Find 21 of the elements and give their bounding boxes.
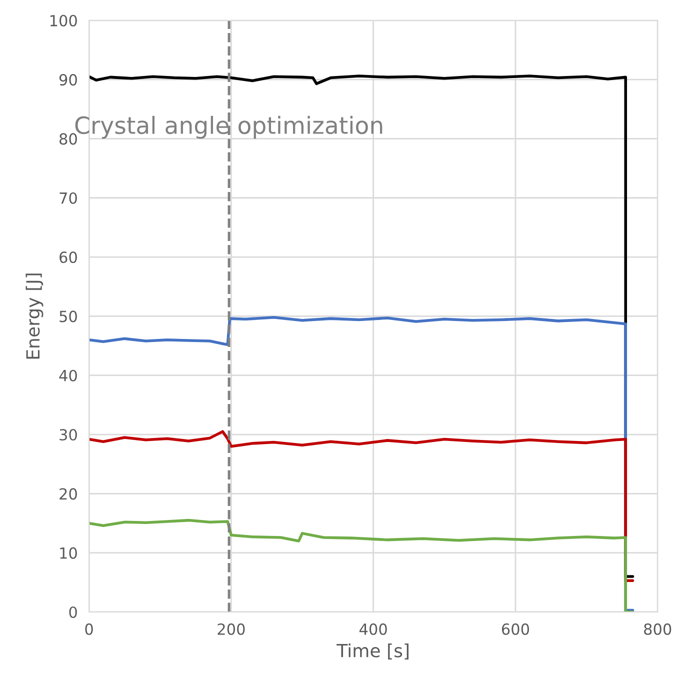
y-tick-label: 80: [60, 133, 77, 145]
ref-line-label: Crystal angle optimization: [75, 116, 382, 139]
y-tick-label: 0: [69, 606, 77, 618]
x-tick-label: 200: [218, 623, 245, 635]
line-series: [89, 518, 634, 612]
x-tick-label: 800: [644, 623, 672, 635]
line-series: [89, 430, 634, 582]
x-tick-label: 400: [359, 623, 387, 635]
x-axis-title: Time [s]: [336, 643, 408, 660]
x-tick-label: 600: [502, 623, 530, 635]
y-tick-label: 90: [59, 74, 77, 86]
y-tick-label: 40: [59, 370, 77, 382]
y-tick-label: 30: [60, 428, 77, 441]
y-tick-label: 20: [60, 488, 77, 500]
y-tick-label: 10: [60, 547, 77, 559]
y-axis-title: Energy [J]: [26, 274, 44, 359]
y-tick-label: 100: [50, 14, 77, 26]
x-tick-label: 0: [85, 623, 93, 635]
y-tick-label: 60: [60, 252, 77, 264]
y-tick-label: 70: [60, 192, 77, 204]
y-tick-label: 50: [60, 310, 77, 322]
